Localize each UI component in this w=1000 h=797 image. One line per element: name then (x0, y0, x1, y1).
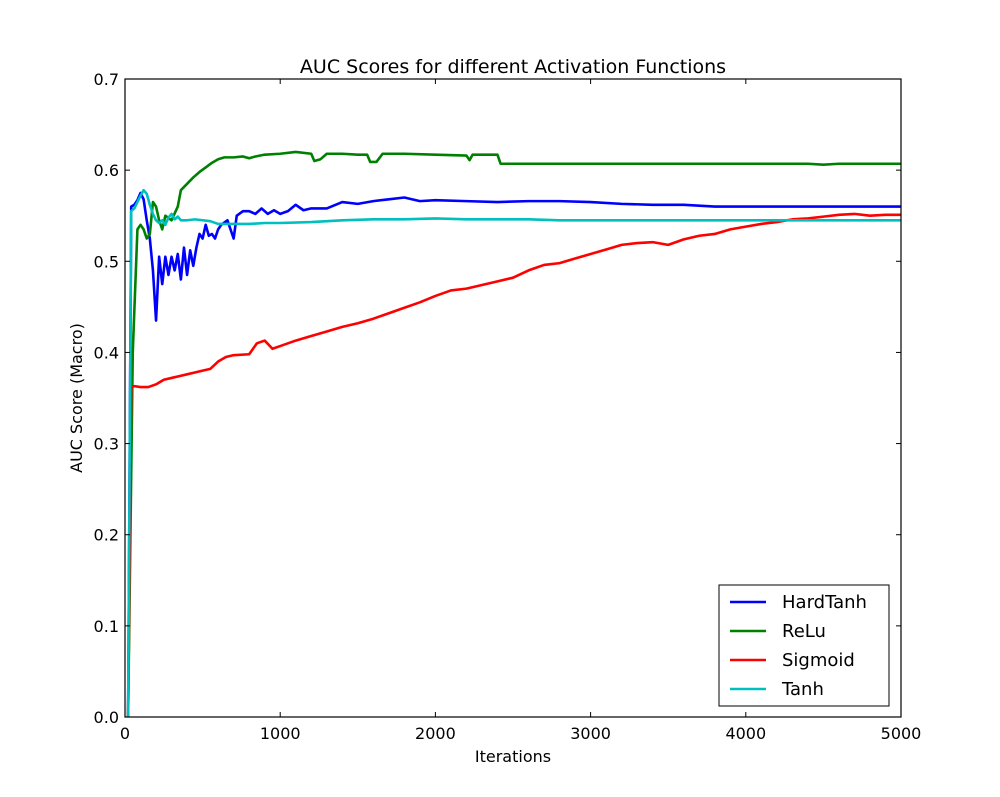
series-line-relu (126, 150, 901, 717)
series-line-tanh (126, 188, 901, 717)
y-tick-label: 0.7 (94, 70, 119, 89)
plot-frame (124, 78, 902, 718)
ticks-layer: 0 1000 2000 3000 4000 5000 0.0 0.1 0.2 0.3 0.4 0.5 0… (94, 70, 922, 743)
chart-title: AUC Scores for different Activation Func… (300, 56, 726, 78)
x-tick-label: 5000 (881, 724, 922, 743)
y-tick-label: 0.2 (94, 526, 119, 545)
legend-items: HardTanh ReLu Sigmoid Tanh (730, 592, 867, 700)
legend-label-sigmoid: Sigmoid (782, 650, 855, 671)
x-tick-label: 3000 (570, 724, 611, 743)
series-layer (126, 150, 901, 717)
legend-frame (718, 584, 890, 707)
x-tick-label: 4000 (725, 724, 766, 743)
y-tick-label: 0.5 (94, 252, 119, 271)
legend: HardTanh ReLu Sigmoid Tanh (718, 584, 890, 707)
y-tick-label: 0.3 (94, 435, 119, 454)
legend-label-relu: ReLu (782, 621, 826, 642)
y-tick-label: 0.6 (94, 161, 119, 180)
y-tick-label: 0.0 (94, 708, 119, 727)
x-tick-label: 1000 (260, 724, 301, 743)
x-axis-label: Iterations (475, 747, 551, 766)
y-tick-label: 0.4 (94, 343, 119, 362)
x-tick-label: 2000 (415, 724, 456, 743)
series-line-hardtanh (126, 191, 901, 717)
legend-label-hardtanh: HardTanh (782, 592, 867, 613)
series-line-sigmoid (126, 212, 901, 717)
x-tick-label: 0 (120, 724, 130, 743)
legend-label-tanh: Tanh (781, 679, 824, 700)
y-axis-label: AUC Score (Macro) (67, 323, 86, 473)
y-tick-label: 0.1 (94, 617, 119, 636)
